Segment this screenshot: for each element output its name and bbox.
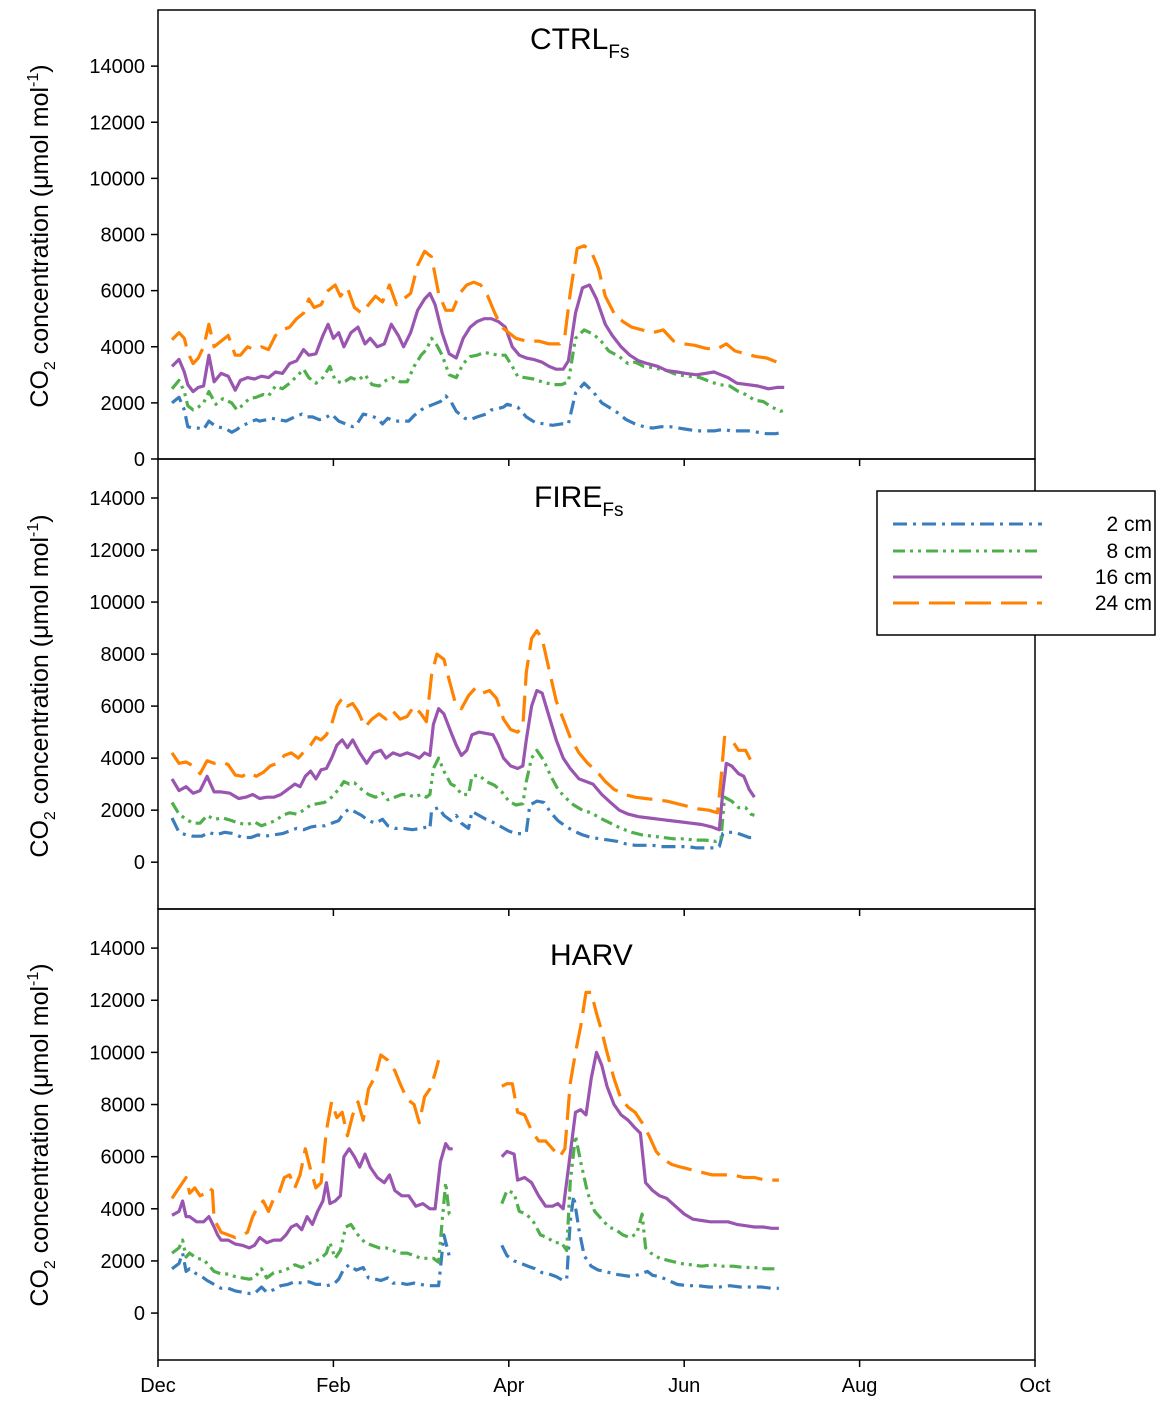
- panel-title-ctrl: CTRLFs: [530, 23, 629, 63]
- y-tick-label-fire-12000: 12000: [89, 540, 145, 562]
- y-tick-label-harv-6000: 6000: [101, 1147, 146, 1169]
- y-tick-label-ctrl-2000: 2000: [101, 393, 146, 415]
- series-line-fire-16cm: [170, 688, 756, 832]
- series-line-harv-24cm: [170, 990, 779, 1240]
- x-tick-label-dec: Dec: [140, 1375, 176, 1397]
- y-tick-label-harv-12000: 12000: [89, 990, 145, 1012]
- y-tick-label-harv-0: 0: [134, 1303, 145, 1325]
- series-line-fire-8cm: [170, 748, 755, 843]
- y-tick-label-ctrl-14000: 14000: [89, 56, 145, 78]
- legend-label-2cm: 2 cm: [1106, 513, 1152, 536]
- y-axis-label-fire: CO2 concentration (μmol mol-1): [25, 514, 59, 857]
- x-tick-label-apr: Apr: [493, 1375, 524, 1397]
- y-tick-label-harv-2000: 2000: [101, 1251, 146, 1273]
- legend-label-24cm: 24 cm: [1095, 592, 1152, 615]
- y-tick-label-ctrl-10000: 10000: [89, 168, 145, 190]
- panel-frame-ctrl: [157, 9, 1036, 460]
- y-tick-label-harv-8000: 8000: [101, 1095, 146, 1117]
- legend-label-16cm: 16 cm: [1095, 566, 1152, 589]
- series-line-harv-16cm: [171, 1050, 779, 1250]
- legend-label-8cm: 8 cm: [1106, 540, 1152, 563]
- series-line-fire-24cm: [170, 629, 756, 815]
- y-tick-label-fire-6000: 6000: [101, 696, 146, 718]
- y-tick-label-fire-4000: 4000: [101, 748, 146, 770]
- y-tick-label-ctrl-4000: 4000: [101, 337, 146, 359]
- y-tick-label-fire-2000: 2000: [101, 800, 146, 822]
- panel-title-harv: HARV: [550, 939, 633, 972]
- panel-frame-harv: [157, 908, 1036, 1361]
- y-tick-label-harv-14000: 14000: [89, 938, 145, 960]
- x-tick-label-jun: Jun: [668, 1375, 700, 1397]
- legend: 2 cm 8 cm 16 cm 24 cm: [876, 490, 1156, 636]
- y-axis-label-harv: CO2 concentration (μmol mol-1): [25, 963, 59, 1306]
- series-line-ctrl-16cm: [170, 283, 785, 394]
- y-tick-label-fire-8000: 8000: [101, 644, 146, 666]
- series-line-ctrl-24cm: [170, 244, 785, 366]
- y-tick-label-ctrl-8000: 8000: [101, 225, 146, 247]
- y-tick-label-harv-4000: 4000: [101, 1199, 146, 1221]
- y-tick-label-fire-0: 0: [134, 852, 145, 874]
- y-axis-label-ctrl: CO2 concentration (μmol mol-1): [25, 64, 59, 407]
- y-tick-label-ctrl-6000: 6000: [101, 281, 146, 303]
- y-tick-label-ctrl-12000: 12000: [89, 112, 145, 134]
- y-tick-label-harv-10000: 10000: [89, 1042, 145, 1064]
- series-line-ctrl-2cm: [171, 381, 785, 436]
- series-line-ctrl-8cm: [170, 328, 785, 413]
- series-line-harv-2cm: [171, 1194, 779, 1296]
- y-tick-label-ctrl-0: 0: [134, 449, 145, 471]
- series-line-harv-8cm: [171, 1134, 779, 1281]
- legend-box: [876, 490, 1156, 636]
- y-tick-label-fire-10000: 10000: [89, 592, 145, 614]
- x-tick-label-feb: Feb: [316, 1375, 350, 1397]
- panel-title-fire: FIREFs: [534, 481, 623, 521]
- y-tick-label-fire-14000: 14000: [89, 488, 145, 510]
- x-tick-label-aug: Aug: [842, 1375, 878, 1397]
- series-line-fire-2cm: [170, 799, 755, 850]
- x-tick-label-oct: Oct: [1019, 1375, 1051, 1397]
